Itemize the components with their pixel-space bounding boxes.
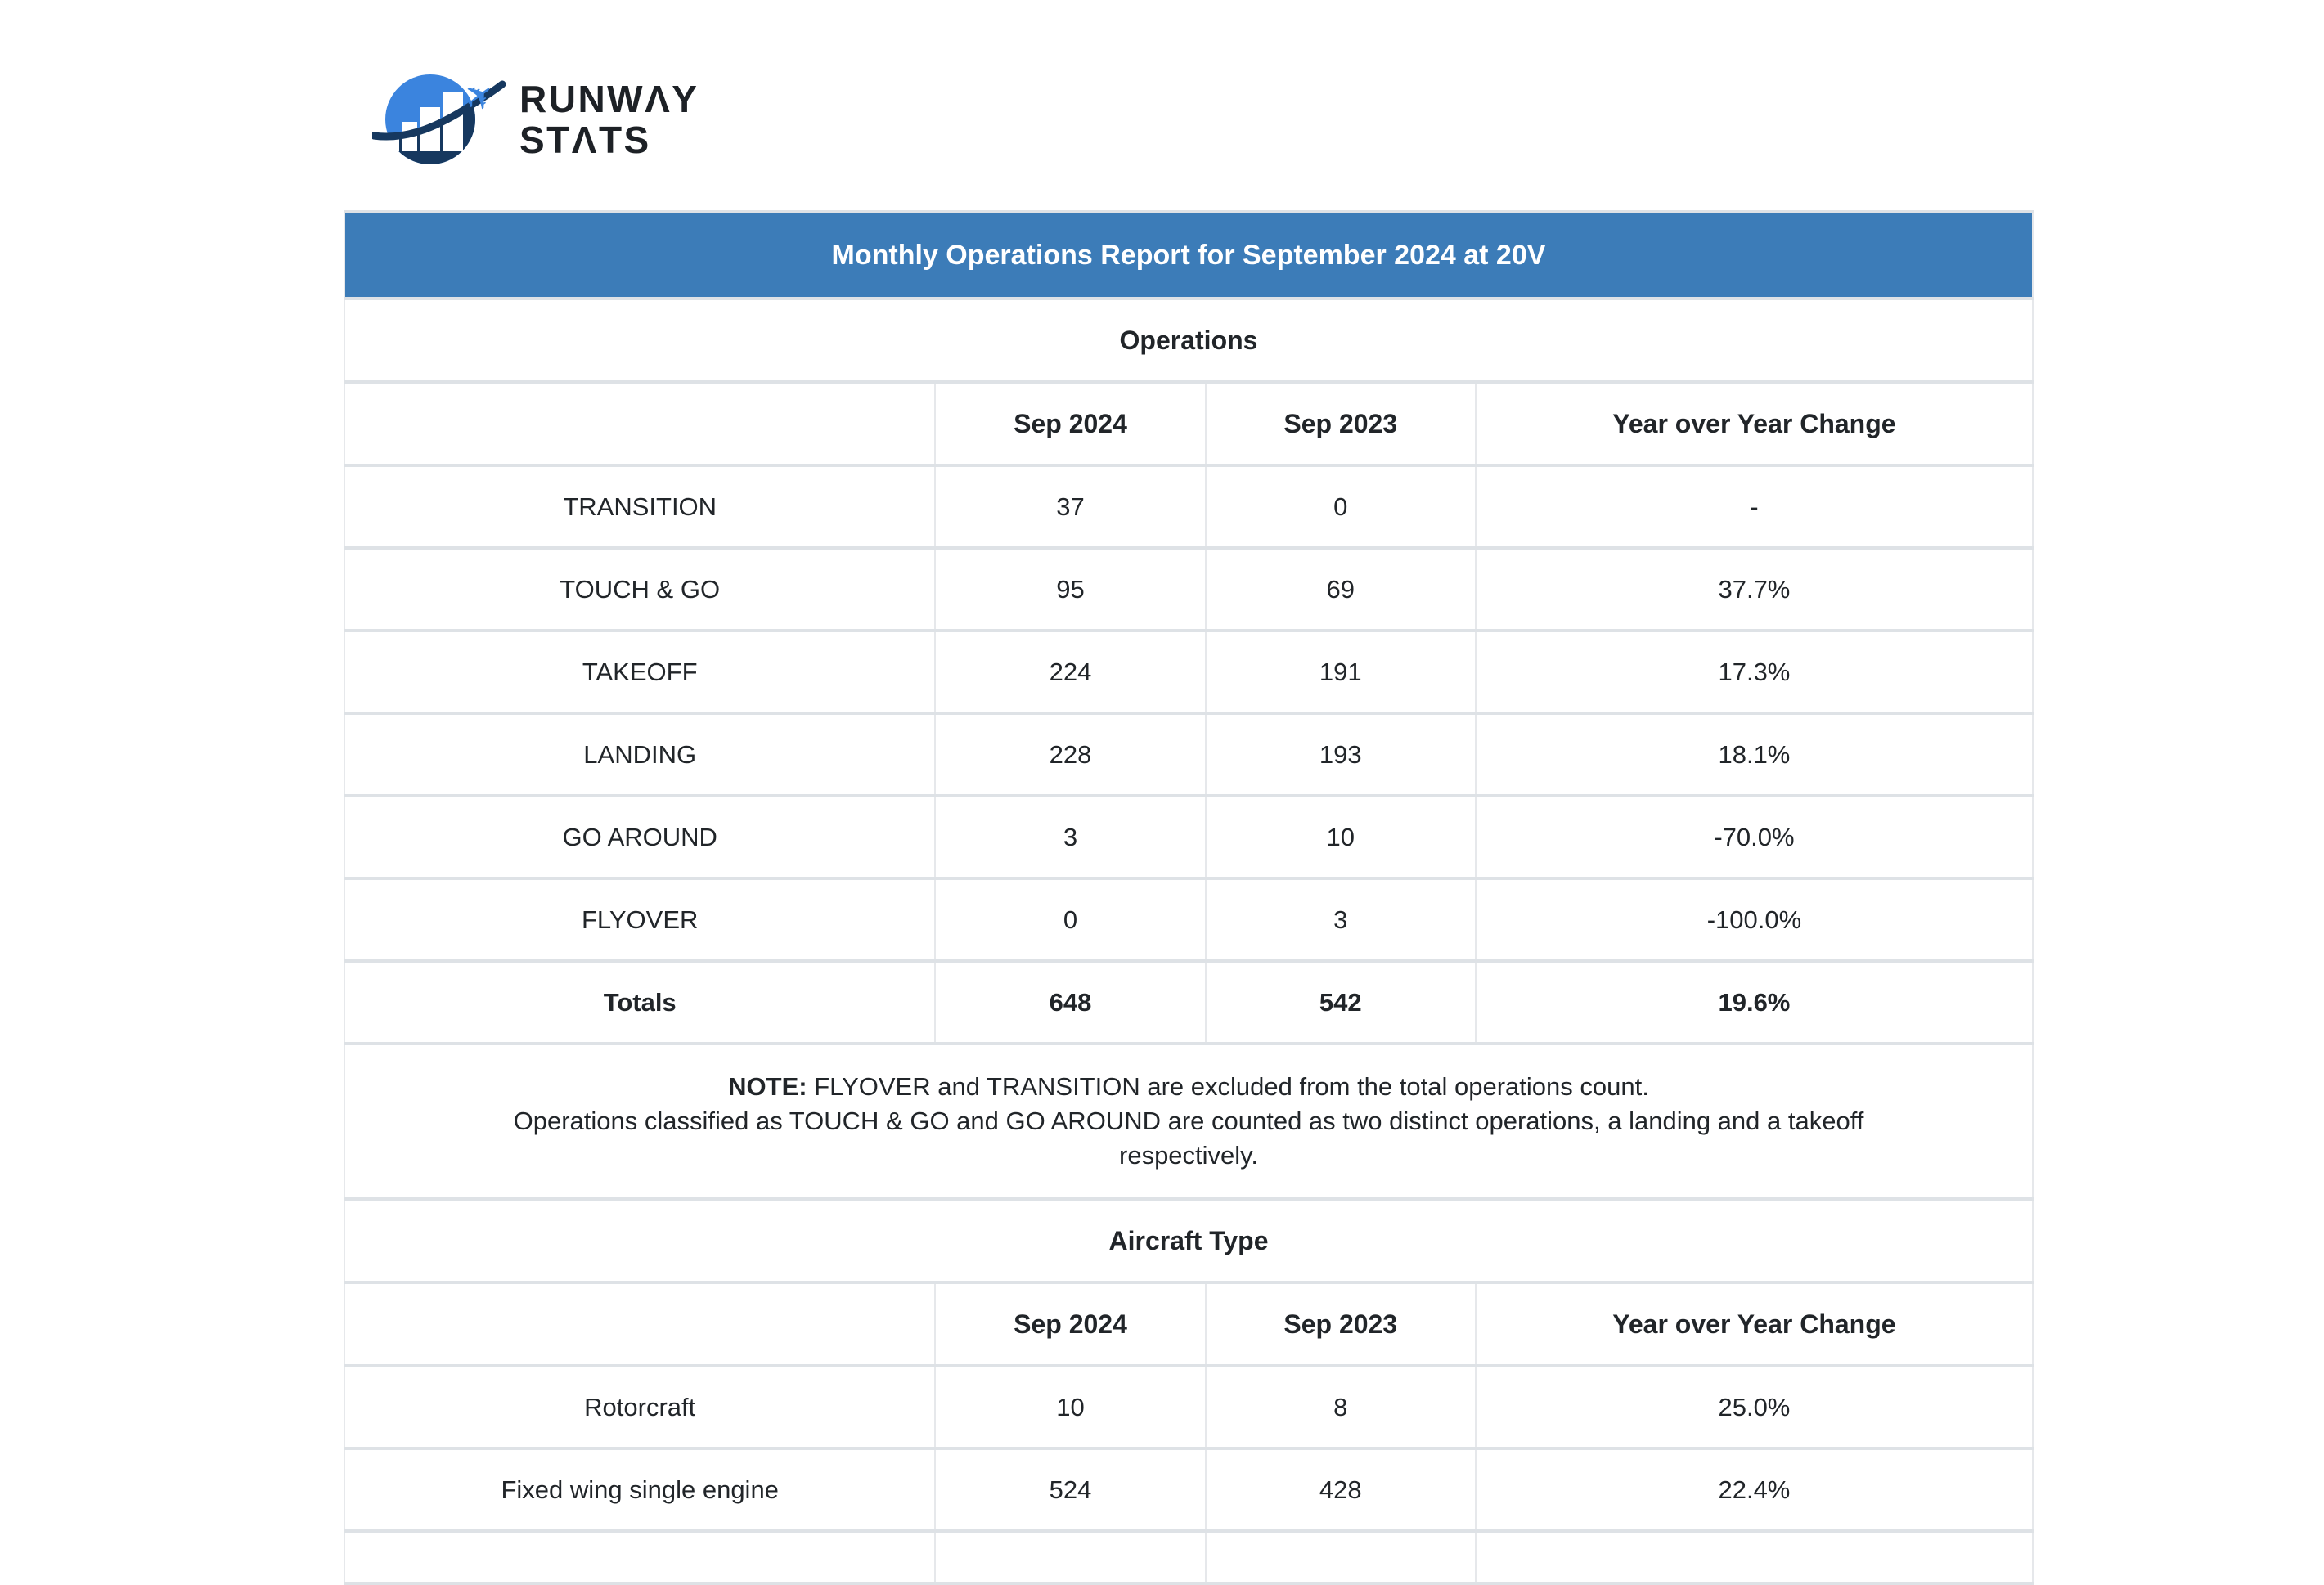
report-title-bar: Monthly Operations Report for September … [344, 210, 2034, 300]
value-yoy: -100.0% [1474, 877, 2034, 963]
column-header-sep-2023: Sep 2023 [1204, 1281, 1477, 1367]
logo-plane-trail [372, 80, 506, 141]
report-table: Monthly Operations Report for September … [343, 210, 2034, 1585]
column-header-sep-2024: Sep 2024 [934, 1281, 1207, 1367]
note-line-3: respectively. [1119, 1141, 1258, 1170]
column-header-row: Sep 2024 Sep 2023 Year over Year Change [343, 1281, 2034, 1367]
value-sep-2024: 95 [934, 546, 1207, 632]
brand-name-line2: STΛTS [519, 119, 651, 161]
brand-logo-icon: ✈ [372, 72, 506, 164]
column-header-blank [343, 1281, 937, 1367]
section-heading-operations: Operations [344, 297, 2034, 384]
table-row-flyover: FLYOVER 0 3 -100.0% [343, 877, 2034, 963]
value-sep-2024: 648 [934, 959, 1207, 1045]
section-heading-aircraft-type: Aircraft Type [344, 1197, 2034, 1284]
note-cell: NOTE: FLYOVER and TRANSITION are exclude… [344, 1042, 2034, 1201]
note-row: NOTE: FLYOVER and TRANSITION are exclude… [344, 1042, 2034, 1201]
table-row-partial [343, 1529, 2034, 1585]
column-header-row: Sep 2024 Sep 2023 Year over Year Change [343, 380, 2034, 467]
table-row-landing: LANDING 228 193 18.1% [343, 712, 2034, 797]
row-label: Rotorcraft [343, 1364, 937, 1450]
table-row-touch-and-go: TOUCH & GO 95 69 37.7% [343, 546, 2034, 632]
row-label: TRANSITION [343, 464, 937, 550]
value-yoy: 37.7% [1474, 546, 2034, 632]
row-label: Fixed wing single engine [343, 1447, 937, 1533]
value-sep-2023: 193 [1204, 712, 1477, 797]
column-header-sep-2023: Sep 2023 [1204, 380, 1477, 467]
table-row-go-around: GO AROUND 3 10 -70.0% [343, 794, 2034, 880]
column-header-sep-2024: Sep 2024 [934, 380, 1207, 467]
table-row-rotorcraft: Rotorcraft 10 8 25.0% [343, 1364, 2034, 1450]
value-yoy: -70.0% [1474, 794, 2034, 880]
table-row-transition: TRANSITION 37 0 - [343, 464, 2034, 550]
note-prefix: NOTE: [728, 1072, 807, 1101]
row-label: TAKEOFF [343, 629, 937, 715]
table-row-takeoff: TAKEOFF 224 191 17.3% [343, 629, 2034, 715]
row-label: FLYOVER [343, 877, 937, 963]
value-sep-2023: 542 [1204, 959, 1477, 1045]
brand-name: RUNWΛY STΛTS [519, 79, 699, 160]
value-yoy: 22.4% [1474, 1447, 2034, 1533]
page: { "brand": { "name_line1": "RUNWΛY", "na… [343, 65, 2034, 1585]
column-header-yoy: Year over Year Change [1474, 380, 2034, 467]
row-label: TOUCH & GO [343, 546, 937, 632]
value-sep-2024: 228 [934, 712, 1207, 797]
note-line-2: Operations classified as TOUCH & GO and … [513, 1107, 1864, 1135]
brand-name-line1: RUNWΛY [519, 78, 699, 120]
value-sep-2023: 191 [1204, 629, 1477, 715]
value-sep-2024: 3 [934, 794, 1207, 880]
note-text-1: FLYOVER and TRANSITION are excluded from… [807, 1072, 1649, 1101]
value-sep-2023: 3 [1204, 877, 1477, 963]
value-yoy: 18.1% [1474, 712, 2034, 797]
value-yoy: 25.0% [1474, 1364, 2034, 1450]
value-yoy: 17.3% [1474, 629, 2034, 715]
section-heading-row: Aircraft Type [344, 1197, 2034, 1284]
value-sep-2024: 224 [934, 629, 1207, 715]
value-sep-2023: 8 [1204, 1364, 1477, 1450]
column-header-blank [343, 380, 937, 467]
value-sep-2023: 10 [1204, 794, 1477, 880]
row-label: Totals [343, 959, 937, 1045]
value-sep-2024: 37 [934, 464, 1207, 550]
value-sep-2023: 0 [1204, 464, 1477, 550]
row-label: GO AROUND [343, 794, 937, 880]
value-sep-2024: 524 [934, 1447, 1207, 1533]
row-label: LANDING [343, 712, 937, 797]
value-sep-2024: 0 [934, 877, 1207, 963]
value-sep-2023: 428 [1204, 1447, 1477, 1533]
value-sep-2024: 10 [934, 1364, 1207, 1450]
brand: ✈ RUNWΛY STΛTS [372, 65, 945, 180]
table-row-fixed-wing-single-engine: Fixed wing single engine 524 428 22.4% [343, 1447, 2034, 1533]
note-line-1: NOTE: FLYOVER and TRANSITION are exclude… [362, 1070, 2016, 1104]
section-heading-row: Operations [344, 297, 2034, 384]
value-yoy: - [1474, 464, 2034, 550]
table-row-totals: Totals 648 542 19.6% [343, 959, 2034, 1045]
report-container: Monthly Operations Report for September … [343, 210, 2034, 1585]
column-header-yoy: Year over Year Change [1474, 1281, 2034, 1367]
value-sep-2023: 69 [1204, 546, 1477, 632]
report-title-row: Monthly Operations Report for September … [344, 210, 2034, 300]
value-yoy: 19.6% [1474, 959, 2034, 1045]
